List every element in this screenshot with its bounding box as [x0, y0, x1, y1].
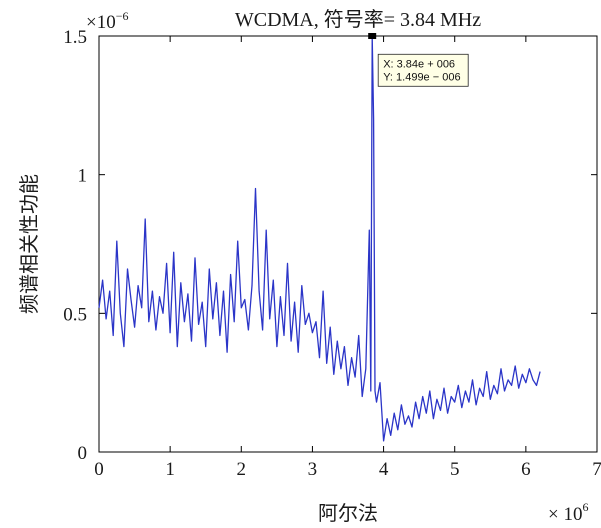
datatip-box — [377, 53, 469, 87]
y-axis-multiplier: ×10−6 — [86, 9, 129, 33]
x-tick-label: 1 — [165, 459, 175, 480]
x-tick-label: 7 — [592, 459, 601, 480]
datatip-y-text: Y: 1.499e − 006 — [383, 71, 460, 83]
x-tick-label: 5 — [450, 459, 460, 480]
x-multiplier-base: × 10 — [548, 504, 582, 525]
series-line — [98, 35, 541, 442]
y-multiplier-exponent: −6 — [116, 9, 129, 23]
x-axis-ticks: 0 1 2 3 4 5 6 7 — [94, 36, 601, 480]
y-axis-ticks: 0 0.5 1 1.5 — [63, 27, 597, 464]
y-tick-label: 1.5 — [63, 27, 87, 48]
y-multiplier-base: ×10 — [86, 12, 116, 33]
datatip-x-text: X: 3.84e + 006 — [383, 58, 455, 70]
x-tick-label: 3 — [308, 459, 318, 480]
y-tick-label: 0.5 — [63, 304, 87, 325]
x-tick-label: 0 — [94, 459, 104, 480]
y-axis-label: 频谱相关性功能 — [18, 174, 41, 314]
datatip-marker[interactable] — [368, 33, 377, 39]
datatip[interactable]: X: 3.84e + 006 Y: 1.499e − 006 — [377, 53, 469, 87]
plot-area — [98, 35, 598, 453]
chart-title: WCDMA, 符号率= 3.84 MHz — [235, 8, 481, 31]
x-axis-multiplier: × 106 — [548, 500, 588, 525]
y-tick-label: 0 — [78, 443, 88, 464]
x-tick-label: 6 — [521, 459, 531, 480]
x-multiplier-exponent: 6 — [582, 500, 588, 514]
x-tick-label: 4 — [379, 459, 389, 480]
y-tick-label: 1 — [78, 166, 88, 187]
x-axis-label: 阿尔法 — [318, 502, 378, 525]
x-tick-label: 2 — [237, 459, 247, 480]
